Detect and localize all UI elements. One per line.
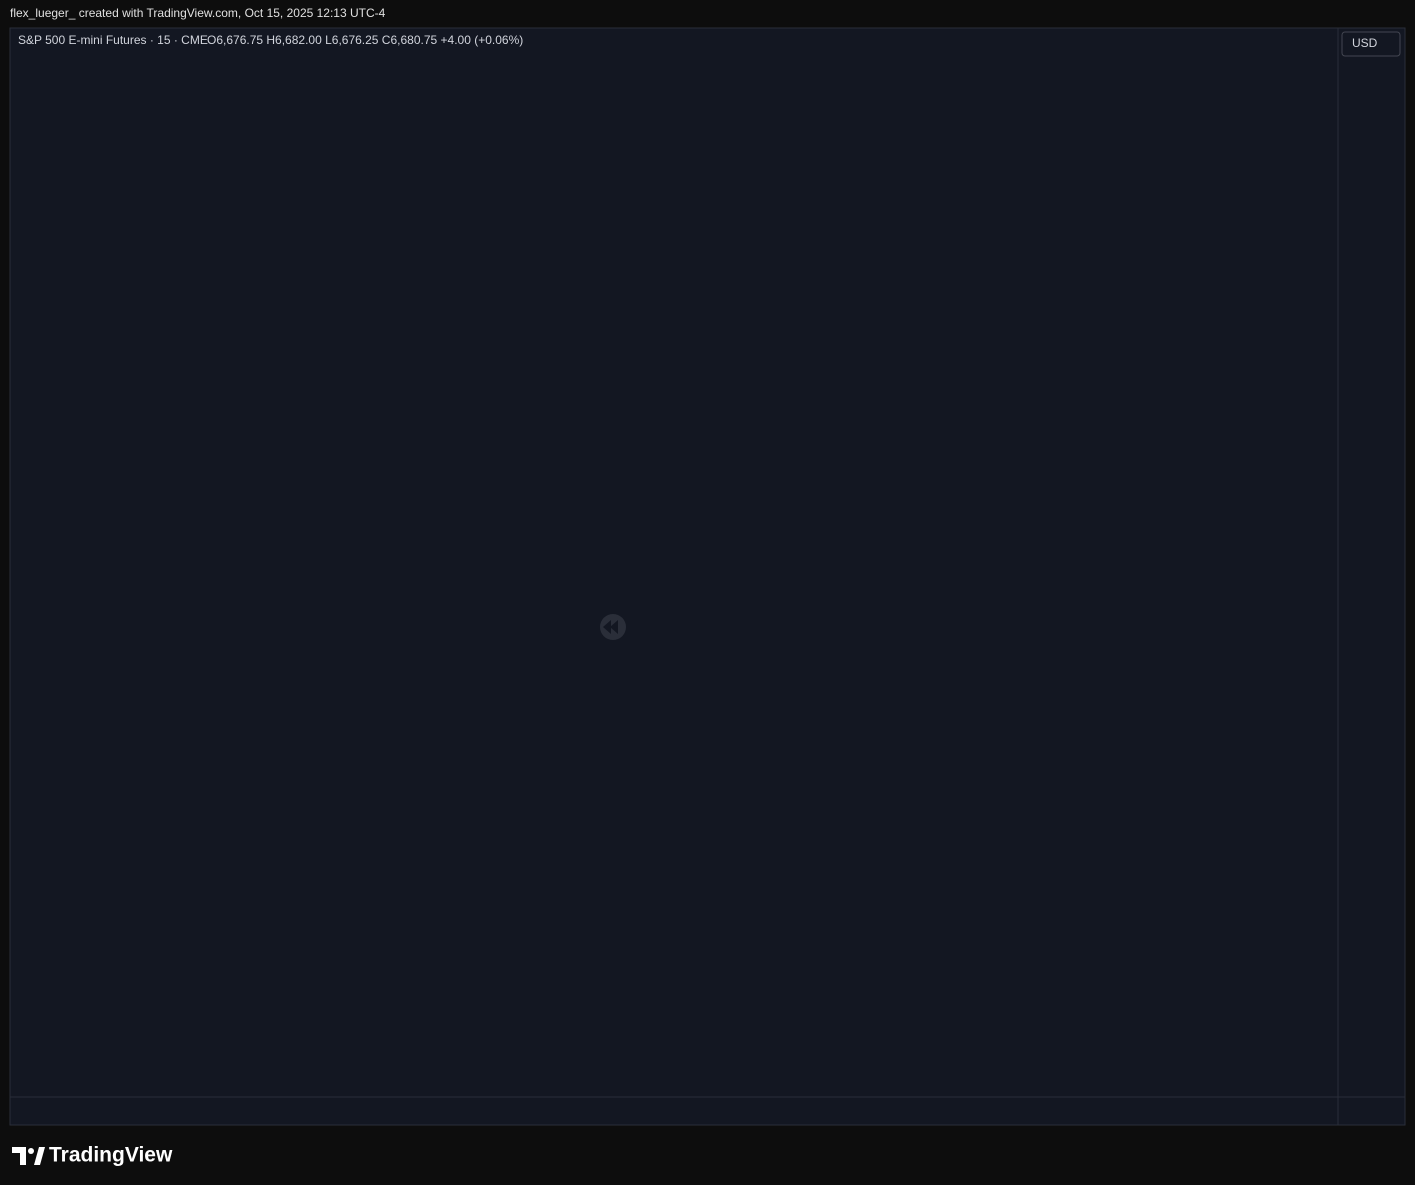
logo-part — [12, 1147, 26, 1165]
credit: flex_lueger_ created with TradingView.co… — [10, 6, 386, 20]
brand-logo — [12, 1147, 45, 1165]
symbol: S&P 500 E-mini Futures · 15 · CME — [18, 33, 208, 47]
watermark — [600, 614, 626, 640]
chart-frame — [9, 27, 1406, 1126]
currency[interactable]: USD — [1352, 36, 1378, 50]
ohlc: O6,676.75 H6,682.00 L6,676.25 C6,680.75 … — [207, 33, 523, 47]
logo-part — [34, 1147, 45, 1165]
brand: TradingView — [49, 1144, 173, 1167]
currency-box[interactable] — [1341, 31, 1401, 57]
replay-icon-arrows — [603, 620, 618, 634]
logo-part — [28, 1148, 34, 1154]
